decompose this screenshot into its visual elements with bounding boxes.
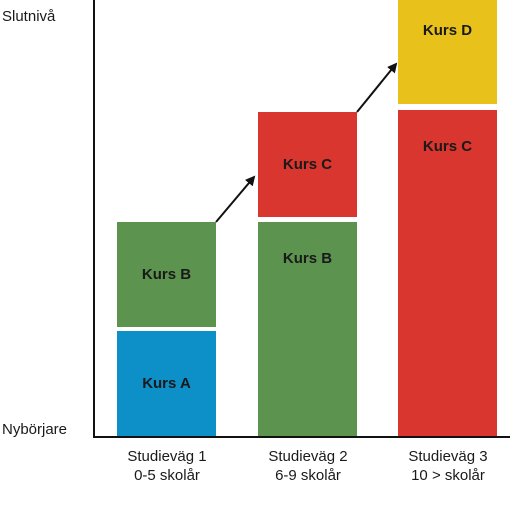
y-axis-top-label: Slutnivå [2, 8, 56, 25]
path2-category-label: Studieväg 2 6-9 skolår [238, 447, 378, 485]
arrow-path1-to-path2 [215, 175, 256, 223]
path3-kurs-c-label: Kurs C [422, 138, 473, 155]
path3-category-label: Studieväg 3 10 > skolår [378, 447, 510, 485]
path1-kurs-b-block: Kurs B [117, 222, 216, 327]
path2-kurs-c-label: Kurs C [282, 156, 333, 173]
path2-kurs-c-block: Kurs C [258, 112, 357, 217]
path2-kurs-b-block: Kurs B [258, 222, 357, 436]
path3-kurs-c-block: Kurs C [398, 110, 497, 436]
y-axis-line [93, 0, 95, 438]
path3-grades: 10 > skolår [411, 467, 485, 484]
path1-name: Studieväg 1 [127, 448, 207, 465]
path1-kurs-b-label: Kurs B [141, 266, 192, 283]
path2-grades: 6-9 skolår [275, 467, 341, 484]
path1-kurs-a-block: Kurs A [117, 331, 216, 436]
y-axis-bottom-label: Nybörjare [2, 421, 68, 438]
x-axis-line [93, 436, 510, 438]
path2-name: Studieväg 2 [268, 448, 348, 465]
path1-category-label: Studieväg 1 0-5 skolår [97, 447, 237, 485]
path3-kurs-d-label: Kurs D [422, 22, 473, 39]
arrow-path2-to-path3 [356, 62, 398, 113]
path3-kurs-d-block: Kurs D [398, 0, 497, 104]
path3-name: Studieväg 3 [408, 448, 488, 465]
path2-kurs-b-label: Kurs B [282, 250, 333, 267]
path1-kurs-a-label: Kurs A [142, 375, 191, 392]
path1-grades: 0-5 skolår [134, 467, 200, 484]
